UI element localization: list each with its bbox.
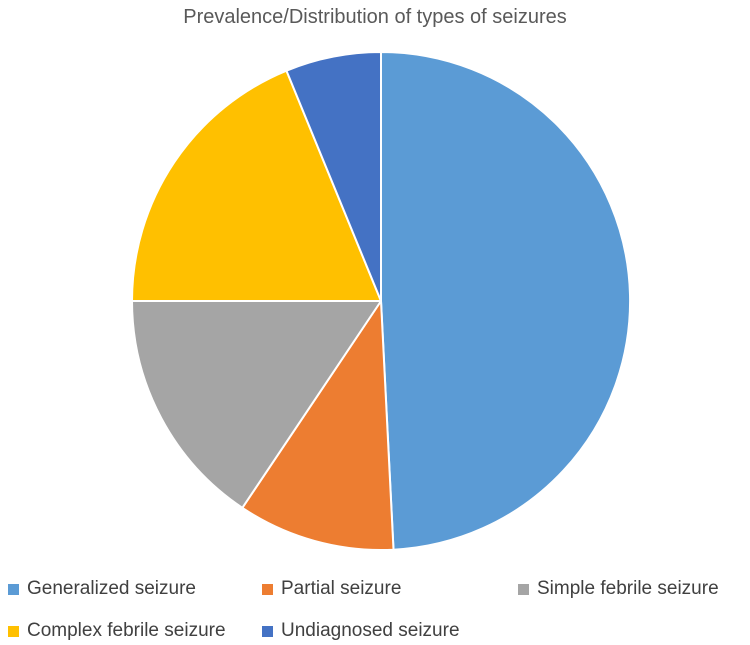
legend-item-generalized-seizure: Generalized seizure <box>8 578 196 600</box>
chart-title: Prevalence/Distribution of types of seiz… <box>183 6 567 28</box>
legend-label-generalized-seizure: Generalized seizure <box>27 578 196 599</box>
pie-slice-complex-febrile-seizure <box>131 69 382 302</box>
legend-label-simple-febrile-seizure: Simple febrile seizure <box>537 578 719 599</box>
legend-item-complex-febrile-seizure: Complex febrile seizure <box>8 620 226 642</box>
legend-swatch-generalized-seizure <box>8 583 19 595</box>
legend-swatch-complex-febrile-seizure <box>8 625 19 637</box>
legend-swatch-undiagnosed-seizure <box>262 625 273 637</box>
pie-slice-partial-seizure <box>241 300 395 552</box>
pie-slice-undiagnosed-seizure <box>285 51 382 302</box>
pie-chart <box>131 51 632 552</box>
legend-item-undiagnosed-seizure: Undiagnosed seizure <box>262 620 460 642</box>
legend-label-complex-febrile-seizure: Complex febrile seizure <box>27 620 226 641</box>
legend-label-undiagnosed-seizure: Undiagnosed seizure <box>281 620 460 641</box>
legend-swatch-simple-febrile-seizure <box>518 583 529 595</box>
legend-swatch-partial-seizure <box>262 583 273 595</box>
pie-slice-simple-febrile-seizure <box>131 300 382 509</box>
legend-item-simple-febrile-seizure: Simple febrile seizure <box>518 578 719 600</box>
legend-item-partial-seizure: Partial seizure <box>262 578 401 600</box>
pie-slice-generalized-seizure <box>380 51 632 551</box>
legend-label-partial-seizure: Partial seizure <box>281 578 402 599</box>
